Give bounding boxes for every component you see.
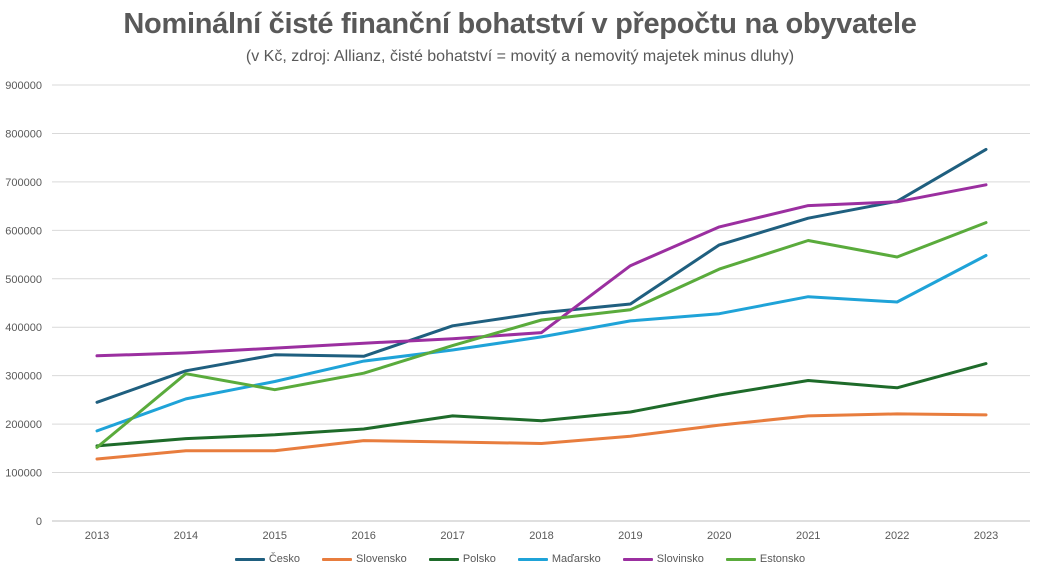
series-lines [95, 147, 988, 461]
x-axis: 2013 2014 2015 2016 2017 2018 2019 2020 2021 2022… [85, 530, 998, 542]
y-tick-label: 900000 [5, 80, 42, 92]
x-tick-label: 2015 [263, 530, 287, 542]
series-line-0 [95, 147, 988, 404]
y-tick-label: 400000 [5, 322, 42, 334]
legend-item: Polsko [428, 553, 496, 565]
series-line-4 [95, 183, 988, 358]
x-tick-label: 2017 [440, 530, 464, 542]
legend-label: Polsko [462, 553, 496, 565]
x-tick-label: 2018 [529, 530, 553, 542]
series-line-5 [95, 221, 988, 449]
x-tick-label: 2021 [796, 530, 820, 542]
series-line-2 [95, 362, 988, 448]
y-tick-label: 0 [36, 516, 42, 528]
legend-swatch [322, 557, 353, 561]
x-tick-label: 2023 [974, 530, 998, 542]
chart-subtitle: (v Kč, zdroj: Allianz, čisté bohatství =… [245, 48, 795, 65]
legend-swatch [517, 557, 548, 561]
legend-item: Slovinsko [622, 553, 704, 565]
y-tick-label: 300000 [5, 371, 42, 383]
legend-swatch [622, 557, 653, 561]
y-tick-label: 800000 [5, 128, 42, 140]
chart-title: Nominální čisté finanční bohatství v pře… [123, 8, 917, 40]
x-tick-label: 2014 [174, 530, 198, 542]
legend-label: Slovensko [356, 553, 407, 565]
legend-item: Maďarsko [517, 553, 601, 565]
legend-label: Slovinsko [656, 553, 704, 565]
y-tick-label: 100000 [5, 468, 42, 480]
x-tick-label: 2013 [85, 530, 109, 542]
series-line-3 [95, 254, 988, 433]
y-tick-label: 500000 [5, 274, 42, 286]
x-tick-label: 2022 [885, 530, 909, 542]
gridlines [52, 84, 1030, 522]
y-tick-label: 700000 [5, 177, 42, 189]
legend-label: Maďarsko [551, 553, 601, 565]
legend-label: Česko [268, 553, 301, 565]
x-tick-label: 2016 [351, 530, 375, 542]
legend-item: Slovensko [322, 553, 407, 565]
legend-swatch [234, 557, 265, 561]
y-tick-label: 600000 [5, 225, 42, 237]
legend-item: Estonsko [725, 553, 806, 565]
x-tick-label: 2020 [707, 530, 731, 542]
x-tick-label: 2019 [618, 530, 642, 542]
legend-swatch [428, 557, 459, 561]
legend-item: Česko [234, 553, 301, 565]
legend-label: Estonsko [759, 553, 806, 565]
y-tick-label: 200000 [5, 419, 42, 431]
legend: Česko Slovensko Polsko Maďarsko Slovinsko Est… [0, 553, 1040, 565]
legend-swatch [725, 557, 756, 561]
y-axis: 0 100000 200000 300000 400000 500000 600000 700… [5, 80, 42, 528]
series-line-1 [95, 412, 988, 461]
